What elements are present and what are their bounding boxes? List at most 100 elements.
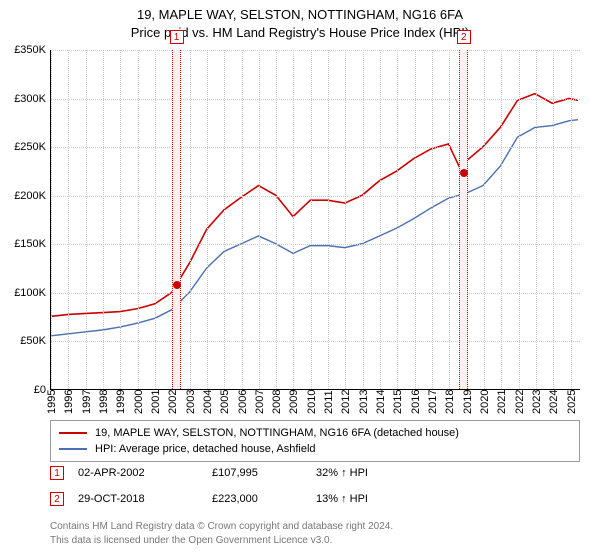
sale-point-dot [173,281,181,289]
gridline-v [242,50,243,389]
legend-swatch [59,432,87,434]
x-axis-tick: 2005 [219,390,231,414]
gridline-v [328,50,329,389]
legend-label: 19, MAPLE WAY, SELSTON, NOTTINGHAM, NG16… [95,427,459,439]
x-axis-tick: 2000 [133,390,145,414]
attribution-line-2: This data is licensed under the Open Gov… [50,534,580,548]
sale-marker-2-icon: 2 [50,492,64,506]
x-axis-tick: 1995 [46,390,58,414]
gridline-v [68,50,69,389]
x-axis-tick: 1997 [81,390,93,414]
sale-row-1: 1 02-APR-2002 £107,995 32% ↑ HPI [50,466,580,480]
gridline-v [449,50,450,389]
x-axis-tick: 2013 [358,390,370,414]
y-axis-tick: £0 [0,384,46,396]
x-axis-tick: 2011 [323,390,335,414]
x-axis-tick: 1999 [115,390,127,414]
x-axis-tick: 2025 [566,390,578,414]
gridline-v [536,50,537,389]
gridline-v [363,50,364,389]
x-axis-tick: 2012 [340,390,352,414]
legend-label: HPI: Average price, detached house, Ashf… [95,443,316,455]
title-line-1: 19, MAPLE WAY, SELSTON, NOTTINGHAM, NG16… [0,6,600,24]
gridline-v [571,50,572,389]
y-axis-tick: £250K [0,141,46,153]
x-axis-tick: 2010 [306,390,318,414]
gridline-v [380,50,381,389]
gridline-v [155,50,156,389]
gridline-v [293,50,294,389]
x-axis-tick: 2001 [150,390,162,414]
y-axis-tick: £50K [0,335,46,347]
gridline-v [415,50,416,389]
x-axis-tick: 1998 [98,390,110,414]
gridline-v [120,50,121,389]
x-axis-tick: 2009 [288,390,300,414]
x-axis-tick: 2017 [427,390,439,414]
x-axis-tick: 2020 [479,390,491,414]
x-axis-tick: 2018 [444,390,456,414]
gridline-v [86,50,87,389]
x-axis-tick: 2006 [237,390,249,414]
chart-legend: 19, MAPLE WAY, SELSTON, NOTTINGHAM, NG16… [50,420,580,462]
x-axis-tick: 2021 [496,390,508,414]
sale-point-dot [460,169,468,177]
gridline-v [553,50,554,389]
gridline-v [103,50,104,389]
legend-item-hpi: HPI: Average price, detached house, Ashf… [59,441,571,457]
x-axis-tick: 2003 [185,390,197,414]
gridline-v [397,50,398,389]
gridline-v [276,50,277,389]
sale-price: £107,995 [212,467,302,479]
gridline-v [51,50,52,389]
gridline-v [259,50,260,389]
gridline-v [345,50,346,389]
price-chart: 12 [50,50,580,390]
legend-swatch [59,448,87,450]
gridline-v [432,50,433,389]
gridline-v [501,50,502,389]
gridline-v [519,50,520,389]
x-axis-tick: 2022 [514,390,526,414]
sale-marker-box: 1 [170,30,184,44]
sale-marker-box: 2 [457,30,471,44]
x-axis-tick: 1996 [63,390,75,414]
x-axis-tick: 2014 [375,390,387,414]
sale-pct-vs-hpi: 13% ↑ HPI [316,493,406,505]
sale-band [459,50,468,389]
gridline-v [190,50,191,389]
gridline-v [484,50,485,389]
x-axis-tick: 2024 [548,390,560,414]
x-axis-tick: 2008 [271,390,283,414]
chart-title-block: 19, MAPLE WAY, SELSTON, NOTTINGHAM, NG16… [0,0,600,41]
series-price_paid [51,94,578,317]
attribution-line-1: Contains HM Land Registry data © Crown c… [50,520,580,534]
sale-date: 02-APR-2002 [78,467,198,479]
x-axis-tick: 2004 [202,390,214,414]
x-axis-tick: 2023 [531,390,543,414]
x-axis-tick: 2015 [392,390,404,414]
series-hpi [51,120,578,336]
y-axis-tick: £150K [0,238,46,250]
x-axis-tick: 2002 [167,390,179,414]
sale-pct-vs-hpi: 32% ↑ HPI [316,467,406,479]
attribution-text: Contains HM Land Registry data © Crown c… [50,520,580,547]
sale-band [172,50,181,389]
y-axis-tick: £100K [0,287,46,299]
sale-row-2: 2 29-OCT-2018 £223,000 13% ↑ HPI [50,492,580,506]
gridline-v [224,50,225,389]
legend-item-price-paid: 19, MAPLE WAY, SELSTON, NOTTINGHAM, NG16… [59,425,571,441]
x-axis-tick: 2019 [462,390,474,414]
x-axis-tick: 2007 [254,390,266,414]
sale-price: £223,000 [212,493,302,505]
y-axis-tick: £350K [0,44,46,56]
title-line-2: Price paid vs. HM Land Registry's House … [0,24,600,42]
gridline-v [138,50,139,389]
x-axis-tick: 2016 [410,390,422,414]
y-axis-tick: £300K [0,93,46,105]
sale-date: 29-OCT-2018 [78,493,198,505]
y-axis-tick: £200K [0,190,46,202]
gridline-v [311,50,312,389]
gridline-v [207,50,208,389]
sale-marker-1-icon: 1 [50,466,64,480]
